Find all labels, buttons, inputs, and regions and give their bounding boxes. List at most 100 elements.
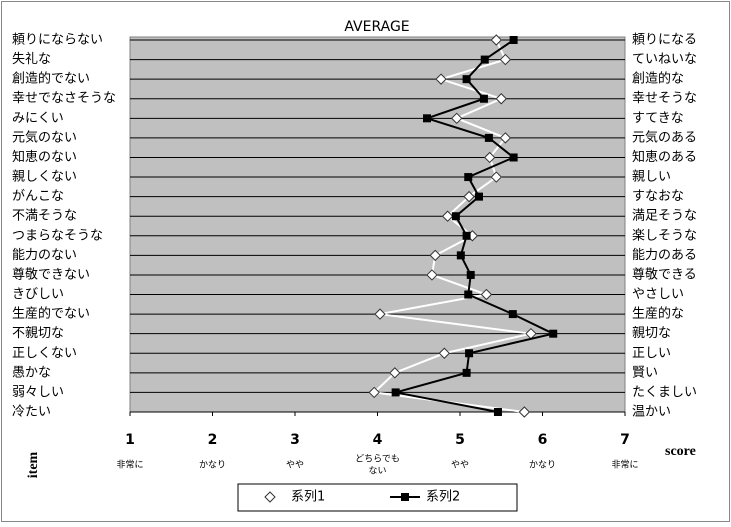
right-label: 知恵のある	[632, 149, 697, 165]
square-marker	[391, 388, 400, 397]
right-label: 尊敬できる	[632, 266, 697, 282]
right-label: 頼りになる	[632, 33, 697, 48]
diamond-marker	[480, 288, 493, 301]
square-marker	[462, 75, 471, 84]
diamond-marker	[264, 491, 276, 503]
left-label: 正しくない	[12, 346, 77, 361]
left-label: 愚かな	[12, 365, 51, 380]
left-label: 尊敬できない	[12, 266, 90, 282]
y-axis-label: item	[26, 451, 41, 478]
left-label: みにくい	[12, 111, 64, 126]
left-label: 生産的でない	[12, 306, 90, 322]
x-tick-label: 2	[208, 432, 218, 448]
square-marker	[479, 94, 488, 103]
right-label: 親しい	[632, 170, 671, 185]
square-marker	[465, 349, 474, 358]
right-label: すなおな	[632, 189, 684, 204]
square-marker	[480, 55, 489, 64]
left-label: 知恵のない	[12, 149, 77, 165]
square-marker	[474, 192, 483, 201]
plot-area	[129, 36, 626, 413]
left-label: がんこな	[12, 189, 64, 204]
chart-title: AVERAGE	[344, 19, 409, 35]
x-tick-label: 5	[455, 432, 465, 448]
diamond-marker	[495, 93, 507, 105]
right-label: 親切な	[632, 326, 671, 341]
square-marker	[464, 290, 473, 299]
right-label: 生産的な	[632, 306, 684, 322]
scale-label: 非常に	[611, 459, 638, 471]
square-marker	[462, 368, 471, 377]
left-label: きびしい	[12, 287, 64, 302]
left-label: 創造的でない	[12, 71, 90, 87]
right-label: 創造的な	[632, 71, 684, 87]
right-label: すてきな	[632, 111, 684, 126]
left-label: 不親切な	[12, 326, 64, 341]
left-label: つまらなそうな	[12, 228, 103, 243]
diamond-marker	[441, 210, 454, 222]
left-label: 幸せでなさそうな	[12, 91, 116, 106]
scale-label: ない	[368, 466, 386, 477]
diamond-marker	[483, 151, 496, 164]
diamond-marker	[368, 386, 380, 399]
left-label: 冷たい	[12, 405, 51, 420]
diamond-marker	[438, 347, 451, 359]
right-label: 楽しそうな	[632, 227, 697, 243]
scale-label: 非常に	[116, 459, 143, 471]
left-label: 弱々しい	[12, 385, 64, 400]
scale-label: かなり	[529, 460, 556, 471]
right-label: 賢い	[632, 365, 658, 380]
square-marker	[509, 36, 518, 44]
square-marker	[509, 153, 518, 162]
square-marker	[466, 270, 475, 279]
right-label: たくましい	[632, 385, 697, 400]
right-label: ていねいな	[632, 52, 697, 67]
square-marker	[401, 493, 409, 501]
left-label: 頼りにならない	[12, 33, 103, 48]
diamond-marker	[499, 132, 512, 144]
left-label: 不満そうな	[12, 209, 77, 224]
scale-label: どちらでも	[355, 454, 400, 465]
x-tick-label: 3	[290, 432, 300, 448]
scale-label: やや	[286, 460, 304, 471]
right-label: 能力のある	[632, 248, 697, 263]
diamond-marker	[499, 53, 512, 66]
legend-label: 系列2	[426, 490, 460, 505]
right-label: 正しい	[632, 346, 671, 361]
left-label: 元気のない	[12, 129, 77, 145]
x-tick-label: 7	[620, 432, 630, 448]
x-axis-label: score	[665, 444, 696, 459]
square-marker	[484, 133, 493, 142]
diamond-marker	[450, 112, 463, 125]
right-label: 温かい	[632, 405, 671, 420]
x-tick-label: 1	[125, 432, 135, 448]
diamond-marker	[490, 171, 503, 183]
right-label: 幸せそうな	[632, 91, 697, 106]
right-label: やさしい	[632, 287, 684, 302]
scale-label: やや	[451, 460, 469, 471]
right-label: 満足そうな	[632, 209, 697, 224]
square-marker	[462, 231, 471, 240]
diamond-marker	[435, 73, 447, 85]
square-marker	[464, 173, 473, 182]
x-tick-label: 6	[538, 432, 548, 448]
diamond-marker	[490, 34, 503, 46]
x-tick-label: 4	[373, 432, 383, 448]
square-marker	[549, 329, 558, 338]
square-marker	[456, 251, 465, 260]
diamond-marker	[389, 367, 401, 379]
left-label: 親しくない	[12, 170, 77, 185]
left-label: 失礼な	[12, 51, 51, 67]
diamond-marker	[426, 269, 438, 281]
diamond-marker	[429, 249, 441, 262]
left-label: 能力のない	[12, 248, 77, 263]
square-marker	[508, 310, 517, 319]
square-marker	[451, 212, 460, 221]
square-marker	[423, 114, 431, 123]
diamond-marker	[518, 406, 531, 418]
square-marker	[493, 408, 502, 416]
series-line	[371, 39, 532, 413]
diamond-marker	[374, 308, 386, 320]
right-label: 元気のある	[632, 129, 697, 145]
